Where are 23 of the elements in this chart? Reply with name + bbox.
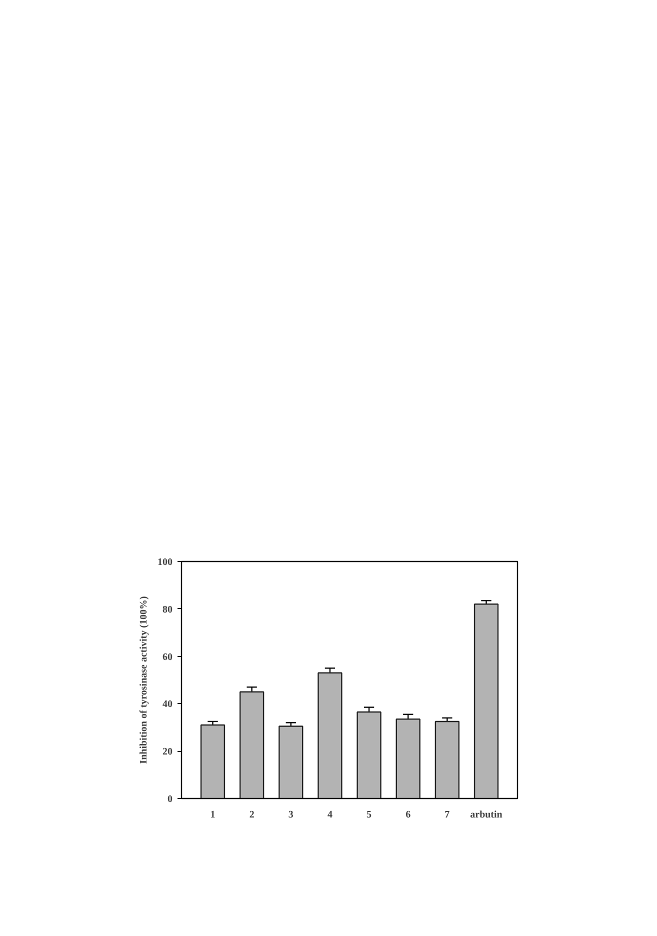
x-tick-label: 5 xyxy=(366,810,372,820)
x-tick-label: 2 xyxy=(249,810,254,820)
bar xyxy=(434,720,460,798)
x-tick-label: 1 xyxy=(210,810,216,820)
x-tick-label: arbutin xyxy=(470,810,503,820)
y-tick-label: 20 xyxy=(162,746,172,758)
y-tick-label: 40 xyxy=(162,699,172,710)
bar xyxy=(240,691,264,798)
x-tick-label: 4 xyxy=(327,810,332,820)
y-axis-title: Inhibition of tyrosinase activity (100%) xyxy=(138,596,150,764)
y-tick-label: 60 xyxy=(162,652,172,663)
x-tick-label: 6 xyxy=(406,810,411,820)
bar xyxy=(356,711,382,798)
bar xyxy=(318,672,342,798)
x-tick-label: 3 xyxy=(288,810,294,820)
bar xyxy=(474,604,499,798)
x-tick-label: 7 xyxy=(444,810,450,820)
bar xyxy=(200,724,226,798)
bar xyxy=(278,726,304,798)
bar xyxy=(396,718,420,798)
y-tick-label: 0 xyxy=(168,794,172,805)
y-tick-label: 100 xyxy=(158,557,172,568)
y-tick-label: 80 xyxy=(162,604,172,616)
